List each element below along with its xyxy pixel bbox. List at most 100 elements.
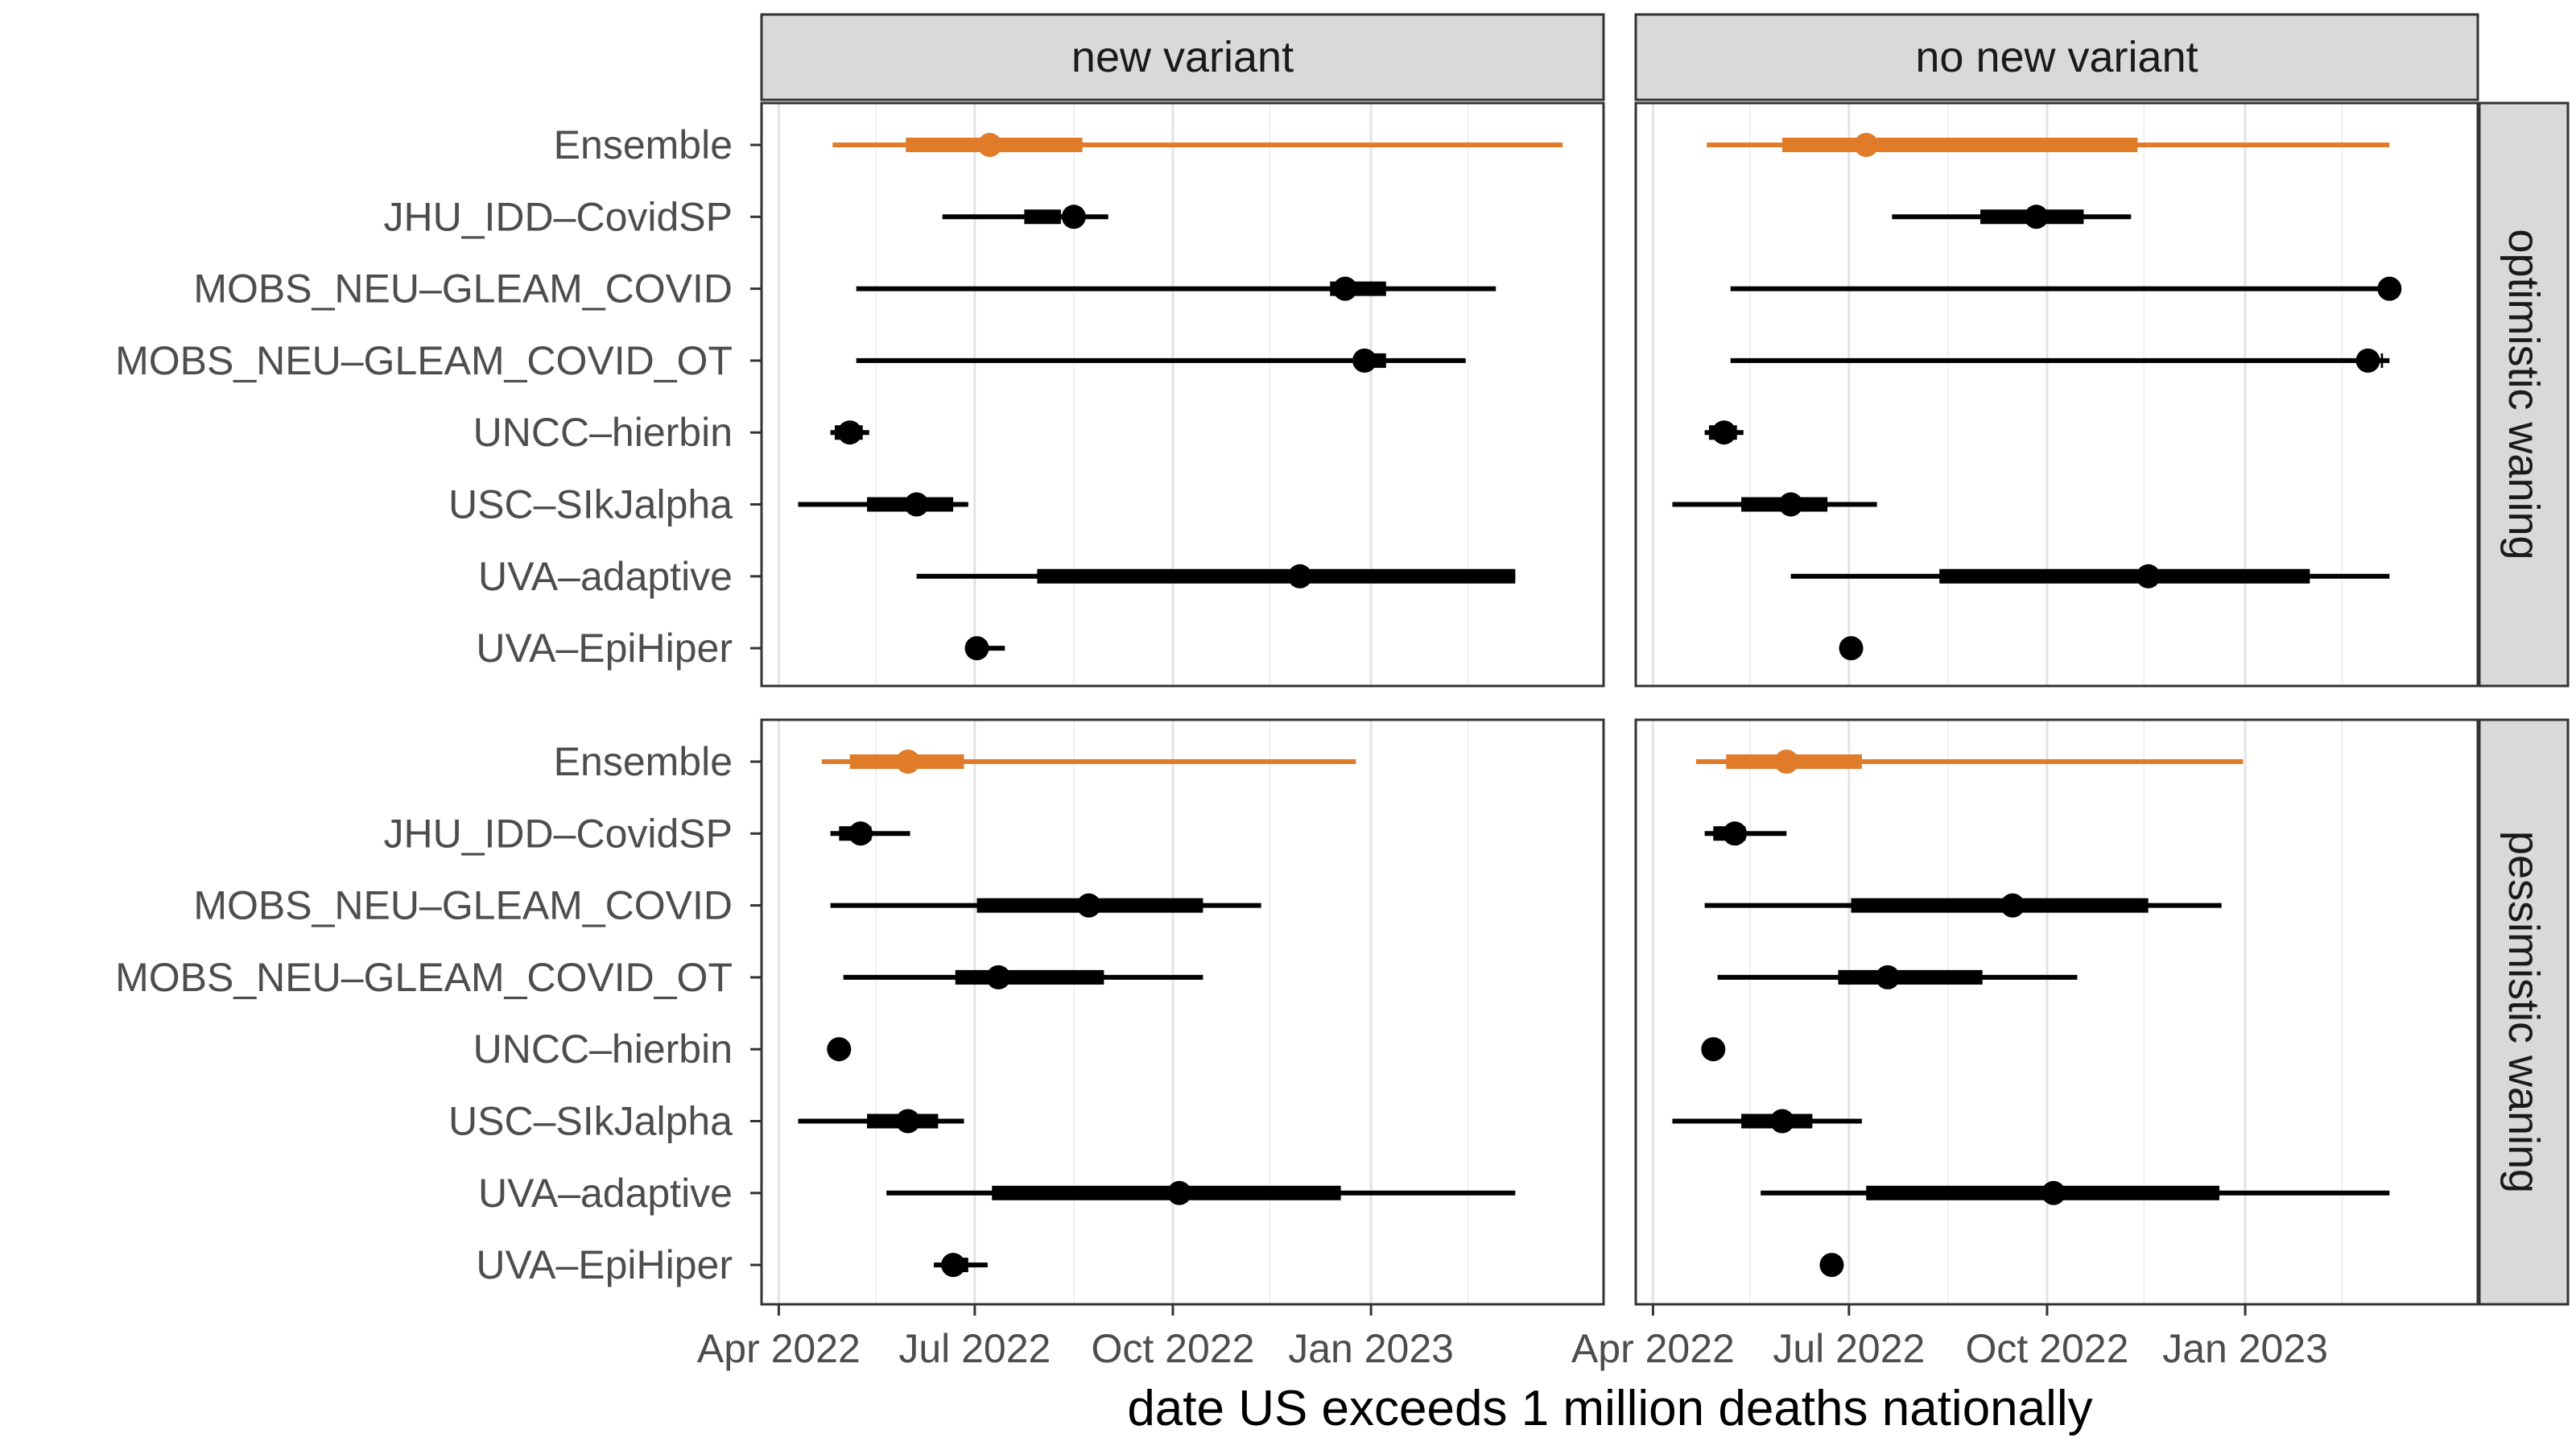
y-label-jhu-idd-covidsp: JHU_IDD–CovidSP bbox=[384, 194, 733, 239]
y-label-uva-epihiper: UVA–EpiHiper bbox=[476, 626, 733, 671]
median-point-uncc-hierbin bbox=[827, 1037, 852, 1062]
y-label-uva-adaptive: UVA–adaptive bbox=[478, 554, 733, 599]
median-point-usc-sikjalpha bbox=[1778, 492, 1803, 517]
interval-mobs-neu-gleam-covid-ot bbox=[856, 348, 1466, 373]
interval-uva-adaptive bbox=[916, 564, 1516, 589]
interval-usc-sikjalpha bbox=[1672, 1109, 1862, 1134]
median-point-uva-epihiper bbox=[1839, 636, 1864, 661]
median-point-usc-sikjalpha bbox=[904, 492, 929, 517]
median-point-uva-epihiper bbox=[1819, 1253, 1844, 1278]
median-point-ensemble bbox=[895, 750, 920, 774]
median-point-jhu-idd-covidsp bbox=[848, 821, 873, 846]
y-label-uva-adaptive: UVA–adaptive bbox=[478, 1171, 733, 1216]
interval-uva-epihiper bbox=[964, 636, 1005, 661]
median-point-uva-epihiper bbox=[964, 636, 989, 661]
median-point-jhu-idd-covidsp bbox=[2024, 205, 2049, 229]
median-point-uva-adaptive bbox=[2041, 1180, 2066, 1205]
interval-mobs-neu-gleam-covid bbox=[1704, 893, 2222, 918]
y-label-ensemble: Ensemble bbox=[554, 122, 733, 167]
median-point-mobs-neu-gleam-covid bbox=[2377, 276, 2402, 301]
interval-uncc-hierbin bbox=[827, 1037, 852, 1062]
interval-ensemble bbox=[1695, 750, 2244, 774]
panel-background bbox=[762, 720, 1604, 1304]
interval-usc-sikjalpha bbox=[798, 492, 968, 517]
y-label-usc-sikjalpha: USC–SIkJalpha bbox=[448, 1099, 733, 1144]
median-point-uva-adaptive bbox=[1287, 564, 1312, 589]
median-point-uncc-hierbin bbox=[1701, 1037, 1726, 1062]
panel-border bbox=[1634, 718, 2479, 1306]
panel-background bbox=[762, 103, 1604, 686]
strip-label-pessimistic-waning: pessimistic waning bbox=[2500, 831, 2548, 1193]
interval-usc-sikjalpha bbox=[798, 1109, 964, 1134]
interval-ensemble bbox=[832, 133, 1563, 157]
x-tick-label: Jul 2022 bbox=[898, 1326, 1051, 1371]
panel-no-new-variant-optimistic-waning bbox=[1634, 101, 2479, 688]
y-label-mobs-neu-gleam-covid-ot: MOBS_NEU–GLEAM_COVID_OT bbox=[115, 955, 733, 1000]
interval-uva-epihiper bbox=[1839, 636, 1864, 661]
facet-strips: new variant no new variant optimistic wani… bbox=[760, 13, 2570, 1306]
interval-jhu-idd-covidsp bbox=[942, 205, 1108, 229]
y-label-uncc-hierbin: UNCC–hierbin bbox=[473, 1027, 733, 1072]
strip-label-no-new-variant: no new variant bbox=[1915, 33, 2198, 81]
median-point-mobs-neu-gleam-covid-ot bbox=[2355, 348, 2380, 373]
median-point-usc-sikjalpha bbox=[895, 1109, 920, 1134]
interval-mobs-neu-gleam-covid bbox=[856, 276, 1496, 301]
x-axis-labels: Apr 2022 Jul 2022 Oct 2022 Jan 2023 Apr 2022… bbox=[697, 1304, 2328, 1371]
median-point-jhu-idd-covidsp bbox=[1061, 205, 1086, 229]
interval-uva-adaptive bbox=[1790, 564, 2390, 589]
interval-usc-sikjalpha bbox=[1672, 492, 1877, 517]
median-point-mobs-neu-gleam-covid-ot bbox=[1352, 348, 1377, 373]
median-point-mobs-neu-gleam-covid-ot bbox=[986, 965, 1011, 989]
interval-uva-adaptive bbox=[886, 1180, 1516, 1205]
panel-background bbox=[1636, 720, 2478, 1304]
panel-new-variant-pessimistic-waning bbox=[760, 718, 1605, 1306]
median-point-uncc-hierbin bbox=[837, 420, 862, 445]
strip-optimistic-waning bbox=[2478, 101, 2570, 688]
x-tick-label: Jul 2022 bbox=[1773, 1326, 1925, 1371]
interval-jhu-idd-covidsp bbox=[1892, 205, 2132, 229]
x-tick-label: Jan 2023 bbox=[2162, 1326, 2328, 1371]
x-tick-label: Oct 2022 bbox=[1092, 1326, 1255, 1371]
y-label-ensemble: Ensemble bbox=[554, 739, 733, 784]
panel-no-new-variant-pessimistic-waning bbox=[1634, 718, 2479, 1306]
x-tick-label: Apr 2022 bbox=[1571, 1326, 1735, 1371]
panel-new-variant-optimistic-waning bbox=[760, 101, 1605, 688]
interval-jhu-idd-covidsp bbox=[830, 821, 910, 846]
y-label-usc-sikjalpha: USC–SIkJalpha bbox=[448, 482, 733, 527]
strip-new-variant bbox=[760, 13, 1605, 101]
interval-mobs-neu-gleam-covid-ot bbox=[843, 965, 1203, 989]
median-point-usc-sikjalpha bbox=[1769, 1109, 1794, 1134]
y-label-mobs-neu-gleam-covid: MOBS_NEU–GLEAM_COVID bbox=[193, 883, 733, 928]
y-label-mobs-neu-gleam-covid-ot: MOBS_NEU–GLEAM_COVID_OT bbox=[115, 338, 733, 383]
y-label-jhu-idd-covidsp: JHU_IDD–CovidSP bbox=[384, 811, 733, 856]
panel-border bbox=[760, 718, 1605, 1306]
panel-background bbox=[1636, 103, 2478, 686]
median-point-ensemble bbox=[1854, 133, 1879, 157]
median-point-uva-epihiper bbox=[941, 1253, 966, 1278]
strip-no-new-variant bbox=[1634, 13, 2479, 101]
x-tick-label: Jan 2023 bbox=[1288, 1326, 1454, 1371]
median-point-mobs-neu-gleam-covid-ot bbox=[1875, 965, 1900, 989]
interval-mobs-neu-gleam-covid bbox=[830, 893, 1261, 918]
median-point-mobs-neu-gleam-covid bbox=[2000, 893, 2025, 918]
median-point-uva-adaptive bbox=[2136, 564, 2161, 589]
x-tick-label: Oct 2022 bbox=[1966, 1326, 2129, 1371]
median-point-ensemble bbox=[977, 133, 1002, 157]
median-point-mobs-neu-gleam-covid bbox=[1332, 276, 1357, 301]
y-axis-labels: Ensemble JHU_IDD–CovidSP MOBS_NEU–GLEAM_CO… bbox=[115, 122, 762, 1287]
interval-mobs-neu-gleam-covid bbox=[1730, 276, 2402, 301]
y-label-uva-epihiper: UVA–EpiHiper bbox=[476, 1242, 733, 1287]
interval-ensemble bbox=[1707, 133, 2390, 157]
facet-panels bbox=[760, 101, 2479, 1306]
interval-ensemble bbox=[821, 750, 1356, 774]
median-point-uncc-hierbin bbox=[1711, 420, 1736, 445]
median-point-jhu-idd-covidsp bbox=[1723, 821, 1748, 846]
interval-uncc-hierbin bbox=[1701, 1037, 1726, 1062]
interval-jhu-idd-covidsp bbox=[1704, 821, 1787, 846]
y-label-uncc-hierbin: UNCC–hierbin bbox=[473, 410, 733, 455]
interval-uncc-hierbin bbox=[830, 420, 869, 445]
median-point-ensemble bbox=[1774, 750, 1799, 774]
strip-label-optimistic-waning: optimistic waning bbox=[2500, 229, 2548, 560]
interval-uncc-hierbin bbox=[1704, 420, 1744, 445]
